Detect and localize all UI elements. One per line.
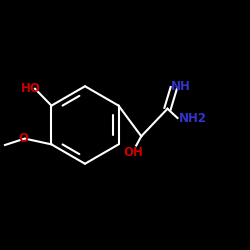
Text: O: O (18, 132, 28, 145)
Text: OH: OH (124, 146, 144, 160)
Text: HO: HO (21, 82, 41, 95)
Text: NH2: NH2 (179, 112, 207, 124)
Text: NH: NH (171, 80, 191, 93)
